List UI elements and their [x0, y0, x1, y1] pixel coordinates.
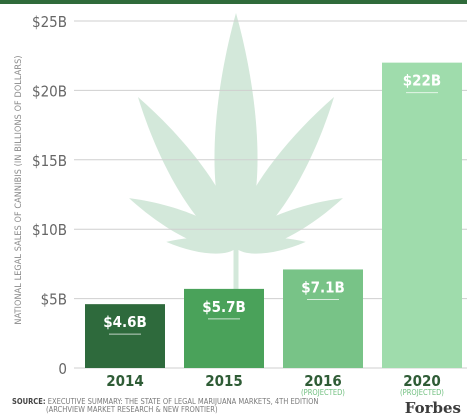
bar [85, 304, 165, 368]
top-bar [0, 0, 467, 4]
value-label: $4.6B [103, 313, 147, 331]
source-line-2: (ARCHVIEW MARKET RESEARCH & NEW FRONTIER… [46, 405, 218, 414]
value-label: $5.7B [202, 298, 246, 316]
source-label: SOURCE: [12, 397, 46, 406]
y-tick-label: $15B [32, 152, 67, 170]
bar [382, 62, 462, 368]
y-tick-label: $20B [32, 82, 67, 100]
bar [184, 288, 264, 368]
leaflet-6 [166, 237, 236, 254]
value-labels: $4.6B $5.7B $7.1B $22B [103, 72, 441, 335]
leaflet-3 [236, 198, 343, 250]
value-label: $22B [403, 72, 441, 90]
y-axis-label: NATIONAL LEGAL SALES OF CANNIBIS (IN BIL… [14, 55, 24, 325]
x-axis-labels: 2014 2015 2016(PROJECTED)2020(PROJECTED) [106, 372, 444, 397]
leaflet-0 [214, 13, 258, 248]
leaflet-5 [236, 237, 306, 254]
leaflet-2 [137, 97, 237, 248]
x-tick-sublabel: (PROJECTED) [400, 388, 444, 397]
y-tick-label: 0 [58, 360, 67, 378]
x-tick-sublabel: (PROJECTED) [301, 388, 345, 397]
bar [283, 269, 363, 368]
x-tick-label: 2016 [304, 372, 342, 390]
x-tick-label: 2015 [205, 372, 243, 390]
y-tick-label: $5B [41, 291, 67, 309]
value-label: $7.1B [301, 278, 345, 296]
leaflet-1 [235, 97, 335, 248]
y-tick-label: $10B [32, 221, 67, 239]
leaflet-4 [129, 198, 236, 250]
y-tick-label: $25B [32, 13, 67, 31]
x-tick-label: 2014 [106, 372, 144, 390]
cannabis-leaf-watermark [129, 13, 343, 308]
source-note: SOURCE: EXECUTIVE SUMMARY: THE STATE OF … [12, 398, 318, 414]
forbes-logo: Forbes [404, 399, 461, 417]
x-tick-label: 2020 [403, 372, 441, 390]
bars [85, 62, 462, 368]
y-axis-ticks: 0 $5B $10B $15B $20B $25B [32, 13, 67, 378]
source-line-1: EXECUTIVE SUMMARY: THE STATE OF LEGAL MA… [47, 397, 319, 406]
